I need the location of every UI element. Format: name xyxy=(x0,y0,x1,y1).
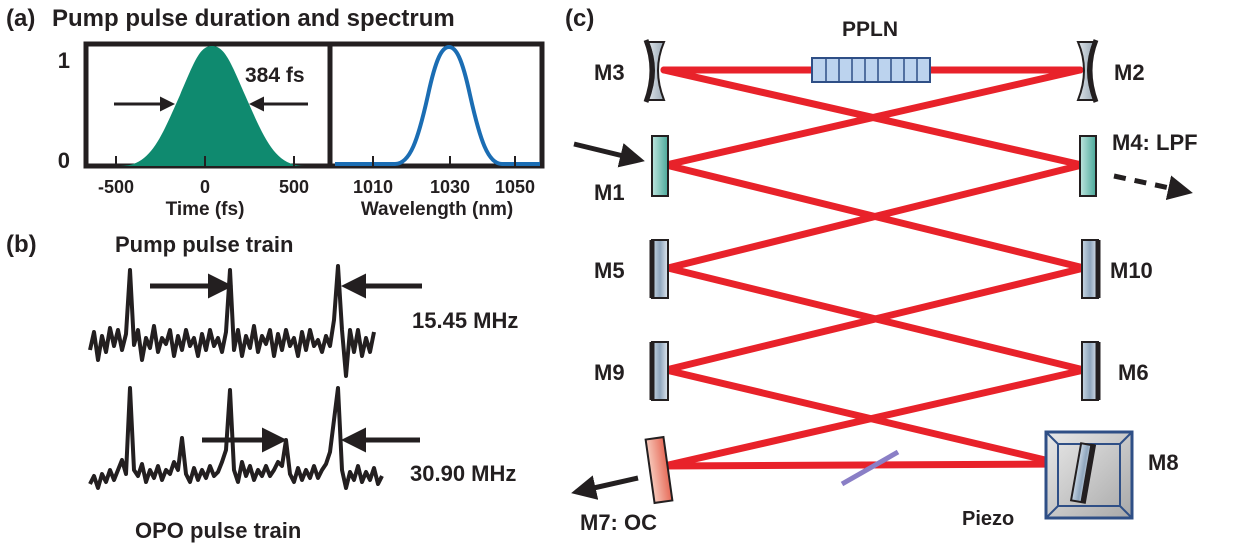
mirror-m3-label: M3 xyxy=(594,60,625,85)
pump-train-title: Pump pulse train xyxy=(115,232,293,257)
beam-m6-m7 xyxy=(660,366,1088,470)
wl-tick-label: 1050 xyxy=(495,177,535,197)
mirror-m5-label: M5 xyxy=(594,258,625,283)
time-tick-label: 500 xyxy=(279,177,309,197)
mirror-m7 xyxy=(644,435,674,505)
pump-input-arrow xyxy=(573,141,645,168)
wl-tick-label: 1030 xyxy=(430,177,470,197)
wavelength-axis-label: Wavelength (nm) xyxy=(361,199,513,220)
opo-pulse-trace xyxy=(88,386,384,490)
panel-a: (a) Pump pulse duration and spectrum 1 0… xyxy=(6,5,545,220)
wavelength-plot-frame xyxy=(327,41,545,169)
pump-rate-label: 15.45 MHz xyxy=(412,308,518,333)
mirror-m8 xyxy=(1069,442,1097,504)
beam-m10-m9 xyxy=(662,264,1088,374)
oc-output-arrow xyxy=(571,475,639,500)
time-tick-label: -500 xyxy=(98,177,134,197)
panel-b-tag: (b) xyxy=(6,231,37,258)
mirror-m1 xyxy=(651,135,669,197)
wl-tick-label: 1010 xyxy=(353,177,393,197)
mirror-m8-label: M8 xyxy=(1148,450,1179,475)
panel-c-tag: (c) xyxy=(565,5,594,32)
mirror-m3 xyxy=(643,39,666,103)
panel-a-title: Pump pulse duration and spectrum xyxy=(52,5,455,32)
mirror-m6-label: M6 xyxy=(1118,360,1149,385)
cavity-beam-path xyxy=(660,66,1088,470)
mirror-m4 xyxy=(1079,135,1097,197)
beam-m2-m1 xyxy=(662,66,1084,169)
mirror-m5 xyxy=(649,239,669,299)
mirror-m2 xyxy=(1076,39,1099,103)
opo-train-title: OPO pulse train xyxy=(135,518,301,543)
ppln-label: PPLN xyxy=(842,18,898,41)
mirror-m1-label: M1 xyxy=(594,180,625,205)
pump-pulse-trace xyxy=(88,264,376,378)
duration-label: 384 fs xyxy=(245,64,305,87)
y-tick-top: 1 xyxy=(58,48,70,73)
beam-m4-m5 xyxy=(664,161,1086,272)
pump-pulse-shape xyxy=(120,46,305,166)
panel-c: (c) PPLN xyxy=(565,5,1198,535)
mirror-m4-label: M4: LPF xyxy=(1112,130,1198,155)
output-dashed-arrow xyxy=(1113,173,1193,200)
piezo-label: Piezo xyxy=(962,508,1014,530)
mirror-m7-label: M7: OC xyxy=(580,510,657,535)
mirror-m9 xyxy=(649,341,669,401)
mirror-m6 xyxy=(1081,341,1101,401)
beam-m7-m8 xyxy=(660,460,1066,470)
mirror-m2-label: M2 xyxy=(1114,60,1145,85)
panel-b: (b) Pump pulse train 15.45 MHz 30.90 MHz… xyxy=(6,231,518,543)
mirror-m10 xyxy=(1081,239,1101,299)
pickoff-plate xyxy=(840,449,900,487)
opo-rate-label: 30.90 MHz xyxy=(410,461,516,486)
y-tick-bottom: 0 xyxy=(58,148,70,173)
panel-a-tag: (a) xyxy=(6,5,35,32)
mirror-m9-label: M9 xyxy=(594,360,625,385)
mirror-m10-label: M10 xyxy=(1110,258,1153,283)
time-tick-label: 0 xyxy=(200,177,210,197)
ppln-crystal xyxy=(811,57,931,83)
time-axis-label: Time (fs) xyxy=(166,199,245,220)
pump-spectrum-curve xyxy=(335,44,540,166)
